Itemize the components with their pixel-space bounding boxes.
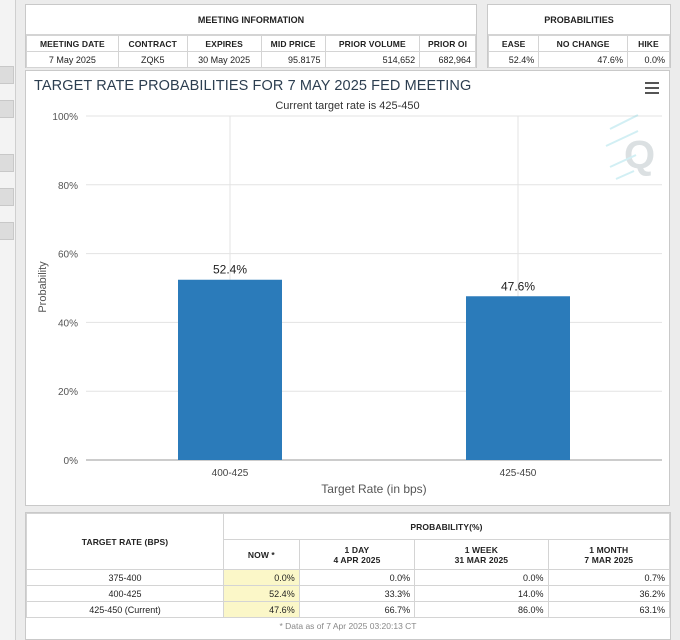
y-tick-label: 100% <box>52 112 78 123</box>
meeting-information-panel: MEETING INFORMATION MEETING DATE CONTRAC… <box>25 4 477 68</box>
no-change-header: NO CHANGE <box>538 35 628 52</box>
table-row: 400-425 52.4% 33.3% 14.0% 36.2% <box>26 585 671 602</box>
chart-labels: 0% 20% 40% 60% 80% 100% 52.4% 400-425 47.6% 425-4… <box>52 112 536 479</box>
target-rate-cell: 375-400 <box>26 569 224 586</box>
one-month-cell: 0.7% <box>547 569 671 586</box>
sidebar-tab[interactable] <box>0 188 14 206</box>
x-tick-label: 400-425 <box>212 468 249 479</box>
sidebar-tab[interactable] <box>0 154 14 172</box>
bar-chart: Q 0% 20% 40% 60% 80% 100% 52.4% 400-425 47.6% 425… <box>37 112 662 496</box>
now-header-label: NOW * <box>247 549 275 560</box>
target-rate-cell: 400-425 <box>26 585 224 602</box>
prior-volume-value: 514,652 <box>324 51 421 68</box>
x-tick-label: 425-450 <box>500 468 537 479</box>
mid-price-header: MID PRICE <box>260 35 326 52</box>
data-label: 52.4% <box>213 263 247 277</box>
one-week-date: 31 MAR 2025 <box>454 554 509 565</box>
table-row: 425-450 (Current) 47.6% 66.7% 86.0% 63.1… <box>26 601 671 618</box>
svg-text:Q: Q <box>624 133 655 177</box>
x-axis-label: Target Rate (in bps) <box>321 482 426 496</box>
target-rate-cell: 425-450 (Current) <box>26 601 224 618</box>
one-month-label: 1 MONTH <box>589 544 629 555</box>
prior-oi-header: PRIOR OI <box>419 35 476 52</box>
ease-value: 52.4% <box>487 51 540 68</box>
mid-price-value: 95.8175 <box>260 51 326 68</box>
expires-header: EXPIRES <box>186 35 262 52</box>
chart-panel: TARGET RATE PROBABILITIES FOR 7 MAY 2025… <box>25 70 670 506</box>
data-timestamp-footnote: * Data as of 7 Apr 2025 03:20:13 CT <box>279 621 417 631</box>
one-month-cell: 36.2% <box>547 585 671 602</box>
one-month-date: 7 MAR 2025 <box>584 554 634 565</box>
y-axis-label: Probability <box>37 261 49 313</box>
one-day-cell: 66.7% <box>298 601 416 618</box>
one-day-header: 1 DAY 4 APR 2025 <box>298 539 416 570</box>
y-tick-label: 0% <box>64 456 79 467</box>
probabilities-panel: PROBABILITIES EASE NO CHANGE HIKE 52.4% … <box>487 4 671 68</box>
one-week-cell: 86.0% <box>414 601 549 618</box>
sidebar-tab[interactable] <box>0 66 14 84</box>
data-label: 47.6% <box>501 279 535 293</box>
probability-history-panel: TARGET RATE (BPS) PROBABILITY(%) NOW * 1… <box>25 512 671 640</box>
y-tick-label: 20% <box>58 387 78 398</box>
y-tick-label: 60% <box>58 250 78 261</box>
y-tick-label: 80% <box>58 181 78 192</box>
hike-header: HIKE <box>626 35 671 52</box>
chart-title: TARGET RATE PROBABILITIES FOR 7 MAY 2025… <box>34 78 472 94</box>
one-week-cell: 14.0% <box>414 585 549 602</box>
y-tick-label: 40% <box>58 318 78 329</box>
now-header: NOW * <box>223 539 300 570</box>
meeting-date-value: 7 May 2025 <box>26 51 119 68</box>
chart-subtitle: Current target rate is 425-450 <box>275 100 420 112</box>
bar-400-425[interactable] <box>178 279 282 460</box>
one-day-label: 1 DAY <box>344 544 370 555</box>
sidebar-tab[interactable] <box>0 100 14 118</box>
hamburger-menu-icon[interactable] <box>645 82 659 94</box>
meeting-information-table: MEETING DATE CONTRACT EXPIRES MID PRICE … <box>26 35 476 68</box>
hike-value: 0.0% <box>626 51 671 68</box>
probabilities-table: EASE NO CHANGE HIKE 52.4% 47.6% 0.0% <box>487 35 671 68</box>
probability-history-table: TARGET RATE (BPS) PROBABILITY(%) NOW * 1… <box>26 513 671 618</box>
no-change-value: 47.6% <box>538 51 628 68</box>
one-week-label: 1 WEEK <box>464 544 498 555</box>
ease-header: EASE <box>487 35 540 52</box>
contract-header: CONTRACT <box>117 35 188 52</box>
probability-header: PROBABILITY(%) <box>223 513 670 540</box>
chart-bars <box>178 279 570 460</box>
target-rate-header: TARGET RATE (BPS) <box>26 513 224 570</box>
now-cell: 0.0% <box>223 569 300 586</box>
prior-oi-value: 682,964 <box>419 51 476 68</box>
one-day-date: 4 APR 2025 <box>333 554 381 565</box>
contract-value: ZQK5 <box>117 51 188 68</box>
one-week-header: 1 WEEK 31 MAR 2025 <box>414 539 549 570</box>
now-cell: 52.4% <box>223 585 300 602</box>
table-row: 375-400 0.0% 0.0% 0.0% 0.7% <box>26 569 671 586</box>
expires-value: 30 May 2025 <box>186 51 262 68</box>
meeting-information-title: MEETING INFORMATION <box>26 5 476 35</box>
chart-grid <box>86 115 662 461</box>
sidebar-tab[interactable] <box>0 222 14 240</box>
bar-425-450[interactable] <box>466 296 570 460</box>
one-day-cell: 0.0% <box>298 569 416 586</box>
probabilities-title: PROBABILITIES <box>488 5 670 35</box>
one-month-header: 1 MONTH 7 MAR 2025 <box>547 539 671 570</box>
meeting-date-header: MEETING DATE <box>26 35 119 52</box>
q-logo-watermark-icon: Q <box>605 114 655 180</box>
one-month-cell: 63.1% <box>547 601 671 618</box>
now-cell: 47.6% <box>223 601 300 618</box>
one-week-cell: 0.0% <box>414 569 549 586</box>
prior-volume-header: PRIOR VOLUME <box>324 35 421 52</box>
left-sidebar-strip <box>0 0 16 640</box>
one-day-cell: 33.3% <box>298 585 416 602</box>
